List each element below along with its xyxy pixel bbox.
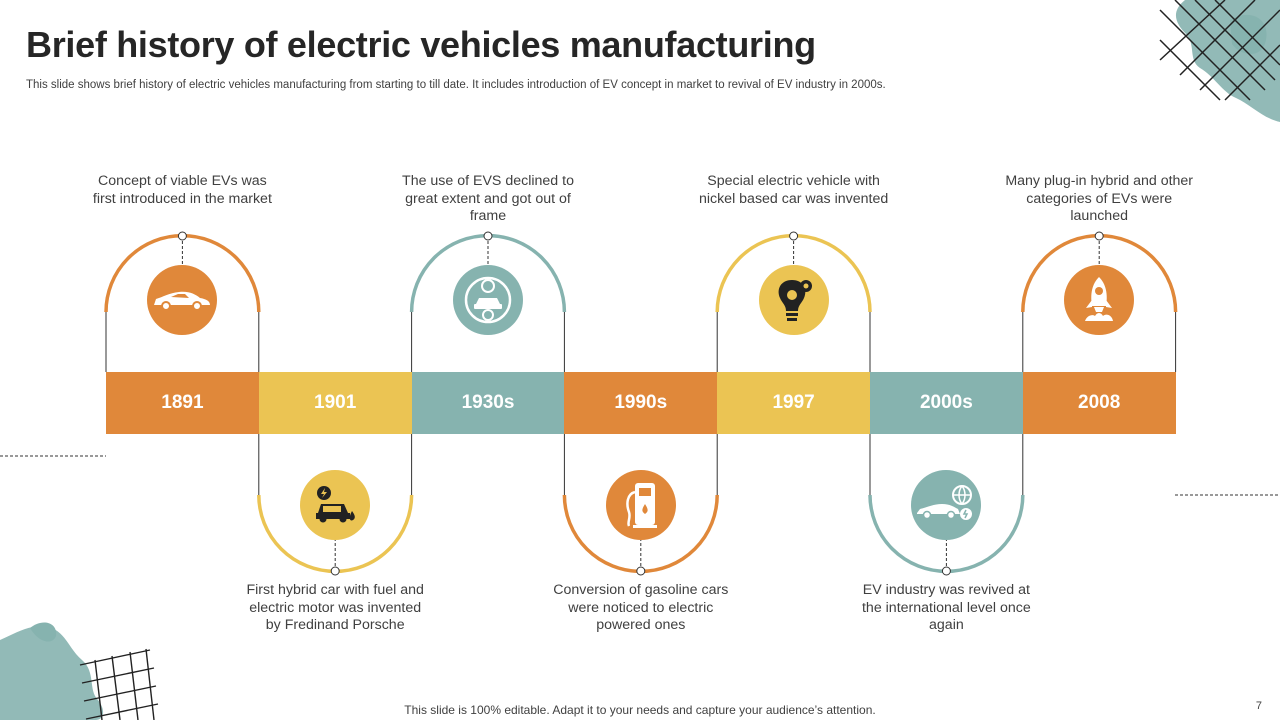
timeline-description-2008: Many plug-in hybrid and other categories… <box>1005 173 1194 224</box>
global-car-icon <box>911 470 982 540</box>
timeline-node-2000s <box>941 566 951 576</box>
timeline-node-1930s <box>483 231 493 241</box>
timeline-year-2008: 2008 <box>1022 372 1176 434</box>
slide-title: Brief history of electric vehicles manuf… <box>26 24 816 65</box>
slide-subtitle: This slide shows brief history of electr… <box>26 79 886 91</box>
timeline-description-1901: First hybrid car with fuel and electric … <box>246 582 424 633</box>
timeline-description-1990s: Conversion of gasoline cars were noticed… <box>553 582 729 633</box>
timeline-description-1930s: The use of EVS declined to great extent … <box>402 173 574 224</box>
corner-grid-bottom-left <box>79 648 159 720</box>
declining-car-icon <box>453 265 523 335</box>
rocket-icon <box>1064 265 1135 335</box>
corner-paint-blob-bottom-left <box>0 626 104 720</box>
timeline-node-1990s <box>636 566 646 576</box>
timeline-description-1997: Special electric vehicle with nickel bas… <box>698 173 889 207</box>
timeline-year-1930s: 1930s <box>411 372 565 434</box>
corner-grid-top-right <box>1159 0 1280 101</box>
timeline-year-1997: 1997 <box>717 372 870 434</box>
timeline-description-1891: Concept of viable EVs was first introduc… <box>92 173 272 207</box>
page-number: 7 <box>1255 700 1262 712</box>
hybrid-car-icon <box>300 470 371 540</box>
timeline-year-2000s: 2000s <box>870 372 1023 434</box>
timeline-description-2000s: EV industry was revived at the internati… <box>861 582 1031 633</box>
timeline-year-1891: 1891 <box>106 372 259 434</box>
slide-footer: This slide is 100% editable. Adapt it to… <box>404 703 876 717</box>
timeline-node-1891 <box>177 231 187 241</box>
timeline-node-1997 <box>789 231 799 241</box>
timeline-node-1901 <box>330 566 340 576</box>
timeline-year-1990s: 1990s <box>564 372 718 434</box>
lightbulb-gear-icon <box>758 265 829 335</box>
car-icon <box>147 265 218 335</box>
timeline-year-1901: 1901 <box>258 372 412 434</box>
fuel-pump-icon <box>605 470 676 540</box>
timeline-node-2008 <box>1094 231 1104 241</box>
